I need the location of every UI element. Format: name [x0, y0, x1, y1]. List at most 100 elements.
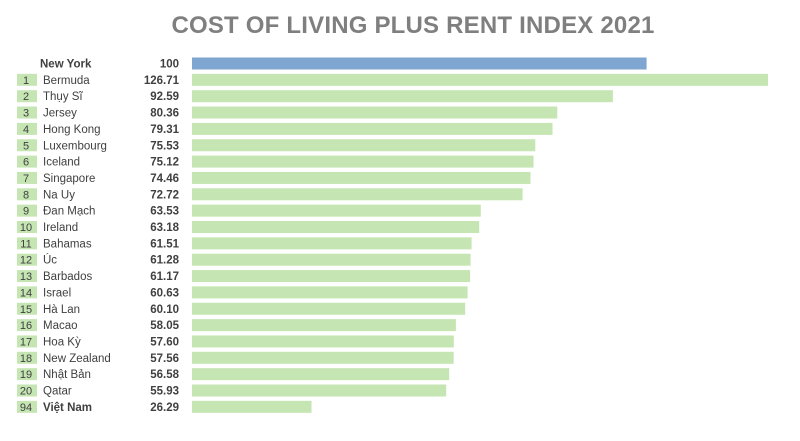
rank-badge [17, 90, 37, 103]
rank-badge [17, 171, 37, 184]
bar [192, 73, 768, 86]
rank-label: 16 [20, 320, 32, 332]
rank-label: 12 [20, 255, 32, 267]
rank-badge [17, 155, 37, 168]
data-label: 92.59 [150, 91, 179, 103]
data-label: 75.53 [150, 140, 179, 152]
bar [192, 57, 647, 70]
bar [192, 270, 471, 283]
data-label: 56.58 [150, 369, 179, 381]
rank-label: 94 [20, 402, 32, 414]
data-label: 63.18 [150, 222, 179, 234]
rank-badge [17, 335, 37, 348]
category-label: Hoa Kỳ [43, 336, 81, 348]
data-label: 100 [160, 59, 179, 71]
rank-label: 14 [20, 287, 32, 299]
category-label: Ireland [43, 222, 78, 234]
bar [192, 368, 450, 381]
category-label: Bahamas [43, 238, 92, 250]
bar [192, 253, 471, 266]
category-label: Singapore [43, 173, 95, 185]
bar [192, 286, 468, 299]
category-label: Hong Kong [43, 124, 101, 136]
rank-label: 9 [23, 206, 29, 218]
rank-label: 19 [20, 369, 32, 381]
rank-badge [17, 73, 37, 86]
rank-badge [17, 384, 37, 397]
rank-badge [17, 253, 37, 266]
data-label: 55.93 [150, 386, 179, 398]
data-label: 26.29 [150, 402, 179, 414]
rank-badge [17, 106, 37, 119]
rank-label: 8 [23, 189, 29, 201]
bar [192, 139, 536, 152]
category-label: Iceland [43, 157, 80, 169]
data-label: 58.05 [150, 320, 179, 332]
rank-label: 13 [20, 271, 32, 283]
category-label: Jersey [43, 108, 77, 120]
rank-label: 1 [23, 75, 29, 87]
data-label: 72.72 [150, 189, 179, 201]
bar [192, 155, 534, 168]
bar [192, 90, 613, 103]
rank-badge [17, 400, 37, 413]
rank-badge [17, 237, 37, 250]
rank-label: 7 [23, 173, 29, 185]
data-label: 57.60 [150, 336, 179, 348]
category-label: New Zealand [43, 353, 111, 365]
data-label: 63.53 [150, 206, 179, 218]
rank-label: 17 [20, 336, 32, 348]
category-label: New York [40, 59, 92, 71]
rank-label: 4 [23, 124, 29, 136]
rank-badge [17, 122, 37, 135]
data-label: 75.12 [150, 157, 179, 169]
category-label: Luxembourg [43, 140, 107, 152]
data-label: 57.56 [150, 353, 179, 365]
category-label: Na Uy [43, 189, 75, 201]
data-label: 74.46 [150, 173, 179, 185]
bar [192, 237, 472, 250]
rank-label: 18 [20, 353, 32, 365]
data-label: 126.71 [144, 75, 180, 87]
bar [192, 122, 553, 135]
bar [192, 319, 456, 332]
bar [192, 400, 312, 413]
bar [192, 171, 531, 184]
rank-badge [17, 286, 37, 299]
bar [192, 188, 523, 201]
rank-badge [17, 302, 37, 315]
chart-title: COST OF LIVING PLUS RENT INDEX 2021 [171, 12, 655, 39]
rank-label: 3 [23, 108, 29, 120]
rank-label: 11 [20, 238, 31, 250]
rank-label: 10 [20, 222, 32, 234]
rank-badge [17, 139, 37, 152]
rank-badge [17, 351, 37, 364]
rank-badge [17, 221, 37, 233]
category-label: Thụy Sĩ [43, 91, 83, 103]
bar [192, 221, 480, 233]
data-label: 60.63 [150, 287, 179, 299]
bar [192, 351, 454, 364]
rank-label: 2 [23, 91, 29, 103]
bar [192, 106, 558, 119]
rank-badge [17, 319, 37, 332]
category-label: Israel [43, 287, 71, 299]
bar [192, 335, 454, 348]
category-label: Úc [43, 254, 57, 267]
rank-label: 20 [20, 386, 32, 398]
category-label: Nhật Bản [43, 369, 91, 381]
data-label: 61.51 [150, 238, 179, 250]
data-label: 60.10 [150, 304, 179, 316]
category-label: Bermuda [43, 75, 90, 87]
category-label: Đan Mạch [43, 206, 95, 218]
rank-label: 5 [23, 140, 29, 152]
category-label: Macao [43, 320, 78, 332]
category-label: Barbados [43, 271, 92, 283]
rank-label: 6 [23, 157, 29, 169]
category-label: Qatar [43, 386, 72, 398]
category-label: Việt Nam [43, 402, 92, 414]
rank-label: 15 [20, 304, 32, 316]
bar [192, 302, 466, 315]
rank-badge [17, 368, 37, 381]
